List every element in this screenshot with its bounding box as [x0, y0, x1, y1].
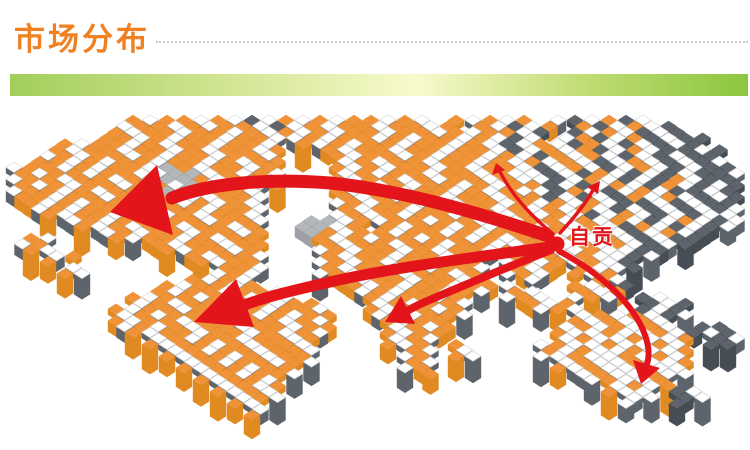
arrow-to-south-america [236, 241, 556, 312]
arrow-to-australia [556, 248, 652, 367]
arrow-to-australia-head [633, 360, 660, 384]
dotted-divider [156, 41, 748, 43]
arrow-to-europe-head [492, 163, 505, 175]
arrow-to-northeast-asia-head [587, 181, 600, 194]
origin-dot [549, 236, 565, 252]
arrow-to-northeast-asia [558, 188, 595, 235]
arrow-to-europe [498, 170, 555, 236]
arrow-to-south-america-head [194, 279, 254, 327]
arrow-to-north-america-head [110, 165, 173, 235]
origin-city-label: 自贡 [569, 226, 615, 249]
section-header: 市场分布 [14, 22, 750, 62]
arrow-to-africa-head [385, 296, 415, 324]
flow-arrows [110, 163, 660, 384]
arrow-to-north-america [165, 174, 555, 243]
arrow-to-africa [403, 246, 555, 315]
green-banner [10, 74, 748, 96]
page-title: 市场分布 [14, 22, 150, 57]
tile-map [5, 114, 746, 440]
